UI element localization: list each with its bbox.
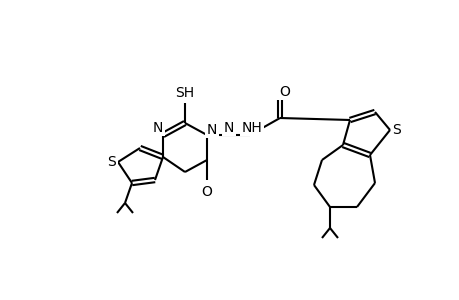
- Text: SH: SH: [175, 86, 194, 100]
- Text: N: N: [224, 121, 234, 135]
- Text: S: S: [392, 123, 401, 137]
- Text: N: N: [152, 121, 163, 135]
- Text: NH: NH: [241, 121, 262, 135]
- Text: N: N: [207, 123, 217, 137]
- Text: S: S: [107, 155, 116, 169]
- Text: O: O: [201, 185, 212, 199]
- Text: O: O: [279, 85, 290, 99]
